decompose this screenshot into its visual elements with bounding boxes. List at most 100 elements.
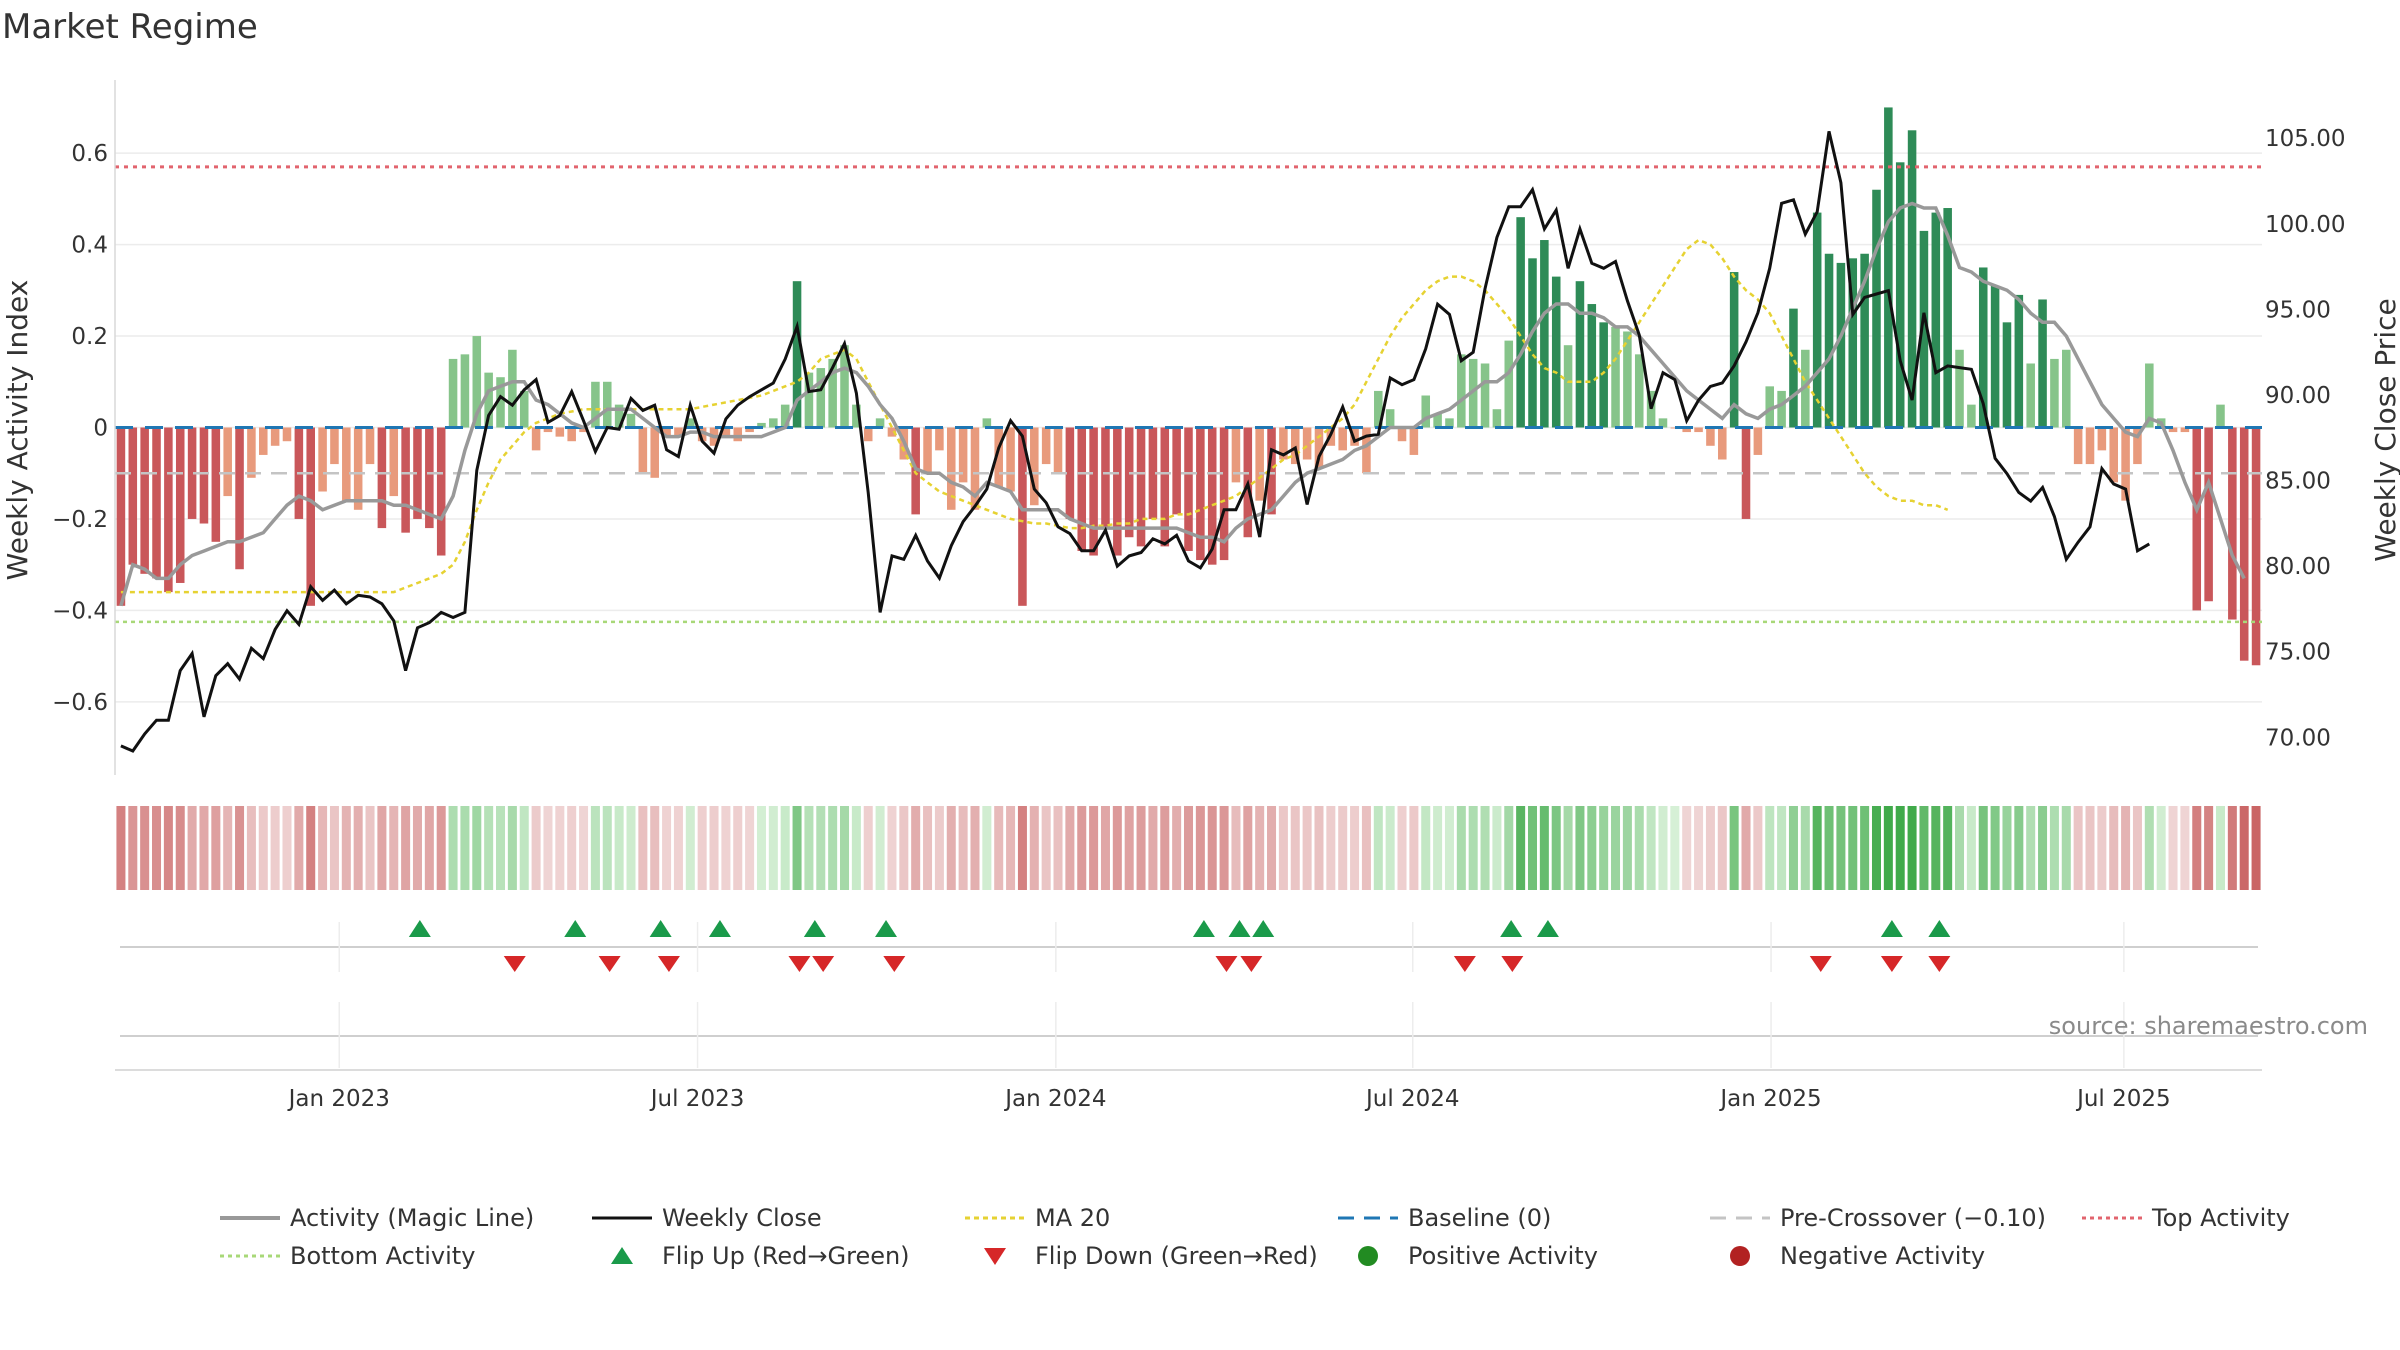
activity-bar: [508, 349, 517, 428]
y-right-tick-label: 95.00: [2265, 297, 2331, 323]
activity-bar: [792, 281, 802, 428]
activity-bar: [1682, 427, 1691, 433]
flip-up-marker: [649, 920, 672, 937]
activity-bar: [1895, 162, 1905, 428]
heat-cell: [1551, 806, 1561, 890]
activity-bar: [1018, 427, 1027, 606]
activity-bar: [1006, 427, 1015, 492]
activity-bar: [1931, 212, 1941, 428]
activity-bar: [318, 427, 327, 492]
heat-cell: [816, 806, 826, 890]
heat-cell: [436, 806, 446, 890]
x-tick-label: Jul 2024: [1364, 1086, 1460, 1112]
activity-bar: [330, 427, 339, 465]
x-tick-label: Jan 2025: [1718, 1086, 1821, 1112]
y-left-tick-label: −0.2: [52, 507, 108, 533]
activity-bar: [1836, 262, 1846, 428]
legend: Activity (Magic Line) Weekly Close MA 20 Ba…: [220, 1204, 2290, 1270]
heat-cell: [1255, 806, 1265, 890]
heat-cell: [1705, 806, 1715, 890]
activity-bar: [1030, 427, 1039, 506]
heat-cell: [1243, 806, 1253, 890]
activity-bar: [780, 404, 790, 428]
x-tick-label: Jul 2023: [649, 1086, 745, 1112]
activity-bar: [887, 427, 897, 437]
heat-cell: [804, 806, 814, 890]
activity-bar: [674, 427, 683, 437]
activity-bar: [1907, 130, 1917, 428]
activity-bar: [1136, 427, 1146, 547]
activity-bar: [1753, 427, 1763, 455]
heat-cell: [223, 806, 233, 890]
heat-cell: [128, 806, 138, 890]
heat-cell: [2227, 806, 2237, 890]
flip-down-marker: [503, 956, 526, 972]
heat-cell: [519, 806, 529, 890]
flip-up-marker: [564, 920, 587, 937]
activity-bar: [1528, 258, 1537, 428]
heat-cell: [1646, 806, 1656, 890]
y-right-tick-label: 90.00: [2265, 383, 2331, 409]
activity-bar: [1397, 427, 1407, 442]
heat-cell: [1836, 806, 1846, 890]
heat-cell: [2109, 806, 2119, 890]
activity-bar: [1706, 427, 1715, 446]
activity-bar: [982, 418, 992, 428]
heat-cell: [756, 806, 766, 890]
activity-bar: [804, 372, 814, 428]
heat-cell: [697, 806, 707, 890]
flip-up-marker: [875, 920, 898, 937]
heat-cell: [1480, 806, 1490, 890]
heat-cell: [1682, 806, 1692, 890]
flip-up-marker: [1880, 920, 1903, 937]
flip-down-marker: [657, 956, 680, 972]
heat-cell: [1302, 806, 1312, 890]
weekly-close-line: [120, 131, 2151, 753]
heat-cell: [448, 806, 458, 890]
ma20-line: [120, 238, 1949, 594]
heat-cell: [638, 806, 648, 890]
activity-bar: [662, 427, 671, 437]
heat-cell: [2073, 806, 2083, 890]
y-left-tick-label: 0.6: [71, 141, 108, 167]
heat-cell: [1017, 806, 1027, 890]
heat-cell: [187, 806, 197, 890]
heat-cell: [1100, 806, 1110, 890]
activity-bar: [2050, 358, 2059, 428]
activity-bar: [1362, 427, 1371, 474]
activity-bar: [460, 354, 470, 428]
heat-cell: [1871, 806, 1881, 890]
flip-down-marker: [1501, 956, 1524, 972]
activity-bar: [875, 418, 885, 428]
heat-cell: [567, 806, 577, 890]
activity-bar: [1385, 409, 1395, 428]
heat-cell: [1883, 806, 1893, 890]
heat-cell: [1670, 806, 1680, 890]
activity-bar: [2239, 427, 2249, 661]
activity-bar: [436, 427, 446, 556]
heat-cell: [2144, 806, 2154, 890]
activity-bar: [247, 427, 256, 478]
legend-item: Bottom Activity: [220, 1242, 475, 1270]
heat-cell: [1468, 806, 1478, 890]
heat-cell: [911, 806, 921, 890]
legend-label: Flip Up (Red→Green): [662, 1242, 910, 1270]
activity-bar: [650, 427, 659, 478]
activity-bar: [1658, 418, 1668, 428]
heat-cell: [1812, 806, 1822, 890]
legend-swatch: [1730, 1246, 1750, 1266]
activity-bar: [1231, 427, 1241, 483]
activity-bar: [1207, 427, 1217, 565]
legend-label: Negative Activity: [1780, 1242, 1985, 1270]
legend-label: MA 20: [1035, 1204, 1110, 1232]
legend-item: Flip Down (Green→Red): [984, 1242, 1318, 1270]
magic-line: [119, 201, 2246, 607]
flip-markers-panel: [120, 920, 2258, 972]
activity-bar: [816, 368, 826, 428]
activity-bar: [1053, 427, 1063, 474]
activity-bar: [199, 427, 209, 524]
activity-bar: [116, 427, 126, 606]
legend-label: Pre-Crossover (−0.10): [1780, 1204, 2046, 1232]
y-left-tick-label: −0.4: [52, 598, 108, 624]
